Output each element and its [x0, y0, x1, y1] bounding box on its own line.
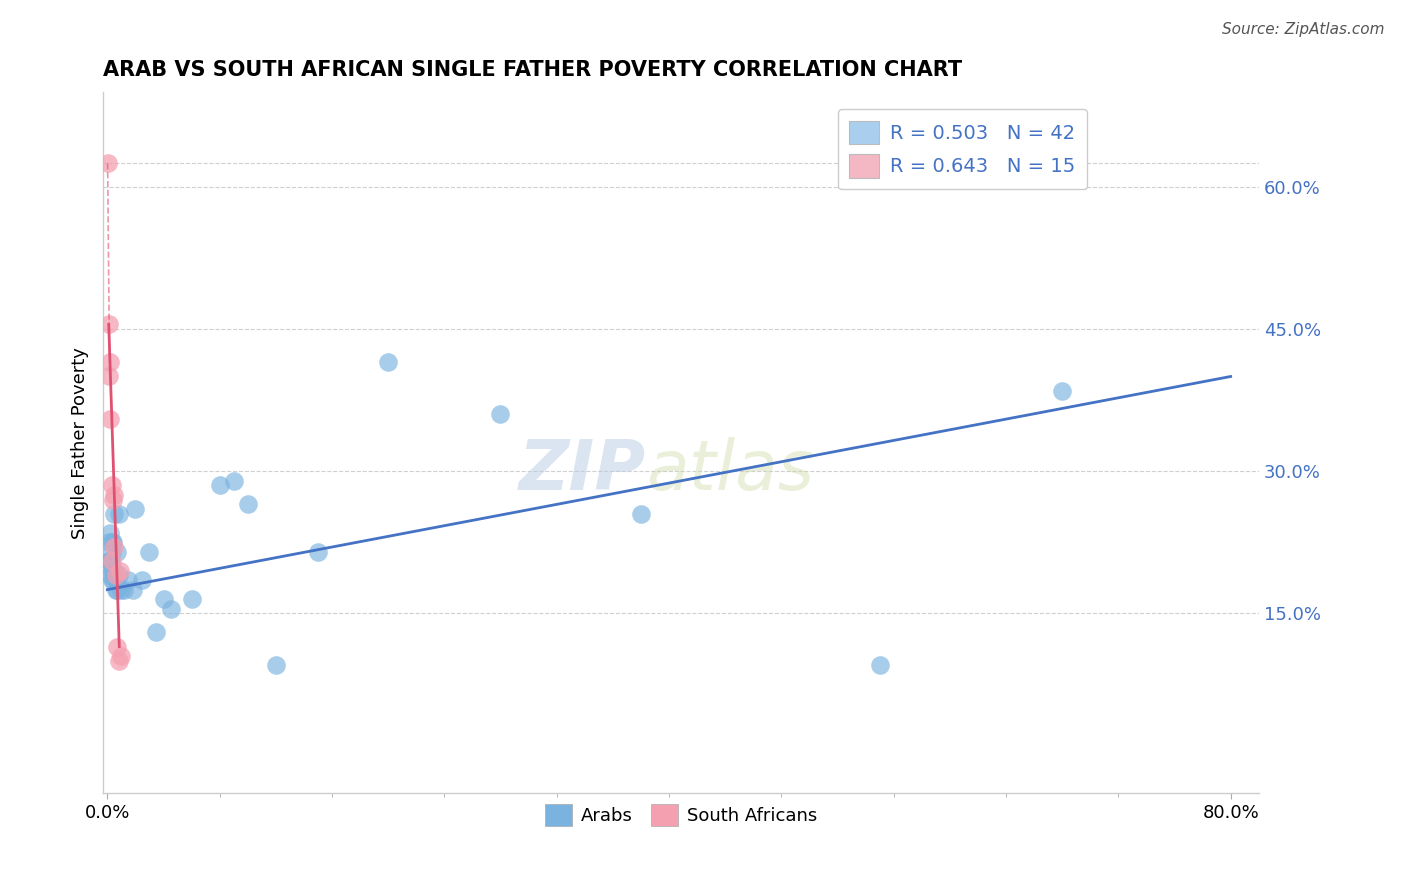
- Point: [104, 582, 127, 597]
- Point: [489, 408, 512, 422]
- Point: [100, 478, 122, 492]
- Point: [104, 573, 127, 587]
- Point: [105, 582, 128, 597]
- Point: [98, 412, 121, 426]
- Point: [98, 568, 121, 582]
- Point: [97, 156, 120, 170]
- Point: [1050, 384, 1073, 398]
- Text: Source: ZipAtlas.com: Source: ZipAtlas.com: [1222, 22, 1385, 37]
- Point: [152, 592, 174, 607]
- Point: [869, 658, 891, 673]
- Point: [101, 573, 124, 587]
- Point: [103, 507, 125, 521]
- Point: [97, 369, 120, 384]
- Point: [131, 573, 153, 587]
- Point: [100, 564, 122, 578]
- Point: [101, 492, 124, 507]
- Point: [105, 545, 128, 559]
- Point: [145, 625, 167, 640]
- Point: [121, 582, 143, 597]
- Point: [103, 488, 125, 502]
- Point: [101, 564, 124, 578]
- Point: [108, 564, 131, 578]
- Point: [377, 355, 399, 369]
- Point: [100, 554, 122, 568]
- Point: [138, 545, 160, 559]
- Point: [110, 648, 132, 663]
- Point: [222, 474, 245, 488]
- Point: [107, 507, 129, 521]
- Point: [124, 502, 146, 516]
- Point: [180, 592, 202, 607]
- Point: [98, 355, 121, 369]
- Legend: Arabs, South Africans: Arabs, South Africans: [537, 797, 824, 833]
- Point: [110, 582, 132, 597]
- Point: [208, 478, 231, 492]
- Point: [100, 573, 122, 587]
- Point: [98, 554, 121, 568]
- Point: [100, 535, 122, 549]
- Point: [630, 507, 652, 521]
- Point: [97, 318, 120, 332]
- Point: [107, 568, 129, 582]
- Point: [105, 640, 128, 654]
- Point: [98, 525, 121, 540]
- Text: atlas: atlas: [647, 437, 814, 504]
- Point: [236, 497, 259, 511]
- Point: [97, 554, 120, 568]
- Point: [98, 554, 121, 568]
- Point: [112, 582, 135, 597]
- Point: [97, 535, 120, 549]
- Point: [307, 545, 329, 559]
- Point: [159, 601, 181, 615]
- Point: [101, 535, 124, 549]
- Y-axis label: Single Father Poverty: Single Father Poverty: [72, 347, 89, 539]
- Text: ZIP: ZIP: [519, 437, 647, 504]
- Point: [104, 568, 127, 582]
- Point: [264, 658, 287, 673]
- Point: [100, 545, 122, 559]
- Text: ARAB VS SOUTH AFRICAN SINGLE FATHER POVERTY CORRELATION CHART: ARAB VS SOUTH AFRICAN SINGLE FATHER POVE…: [103, 60, 962, 79]
- Point: [107, 654, 129, 668]
- Point: [103, 540, 125, 554]
- Point: [117, 573, 139, 587]
- Point: [103, 564, 125, 578]
